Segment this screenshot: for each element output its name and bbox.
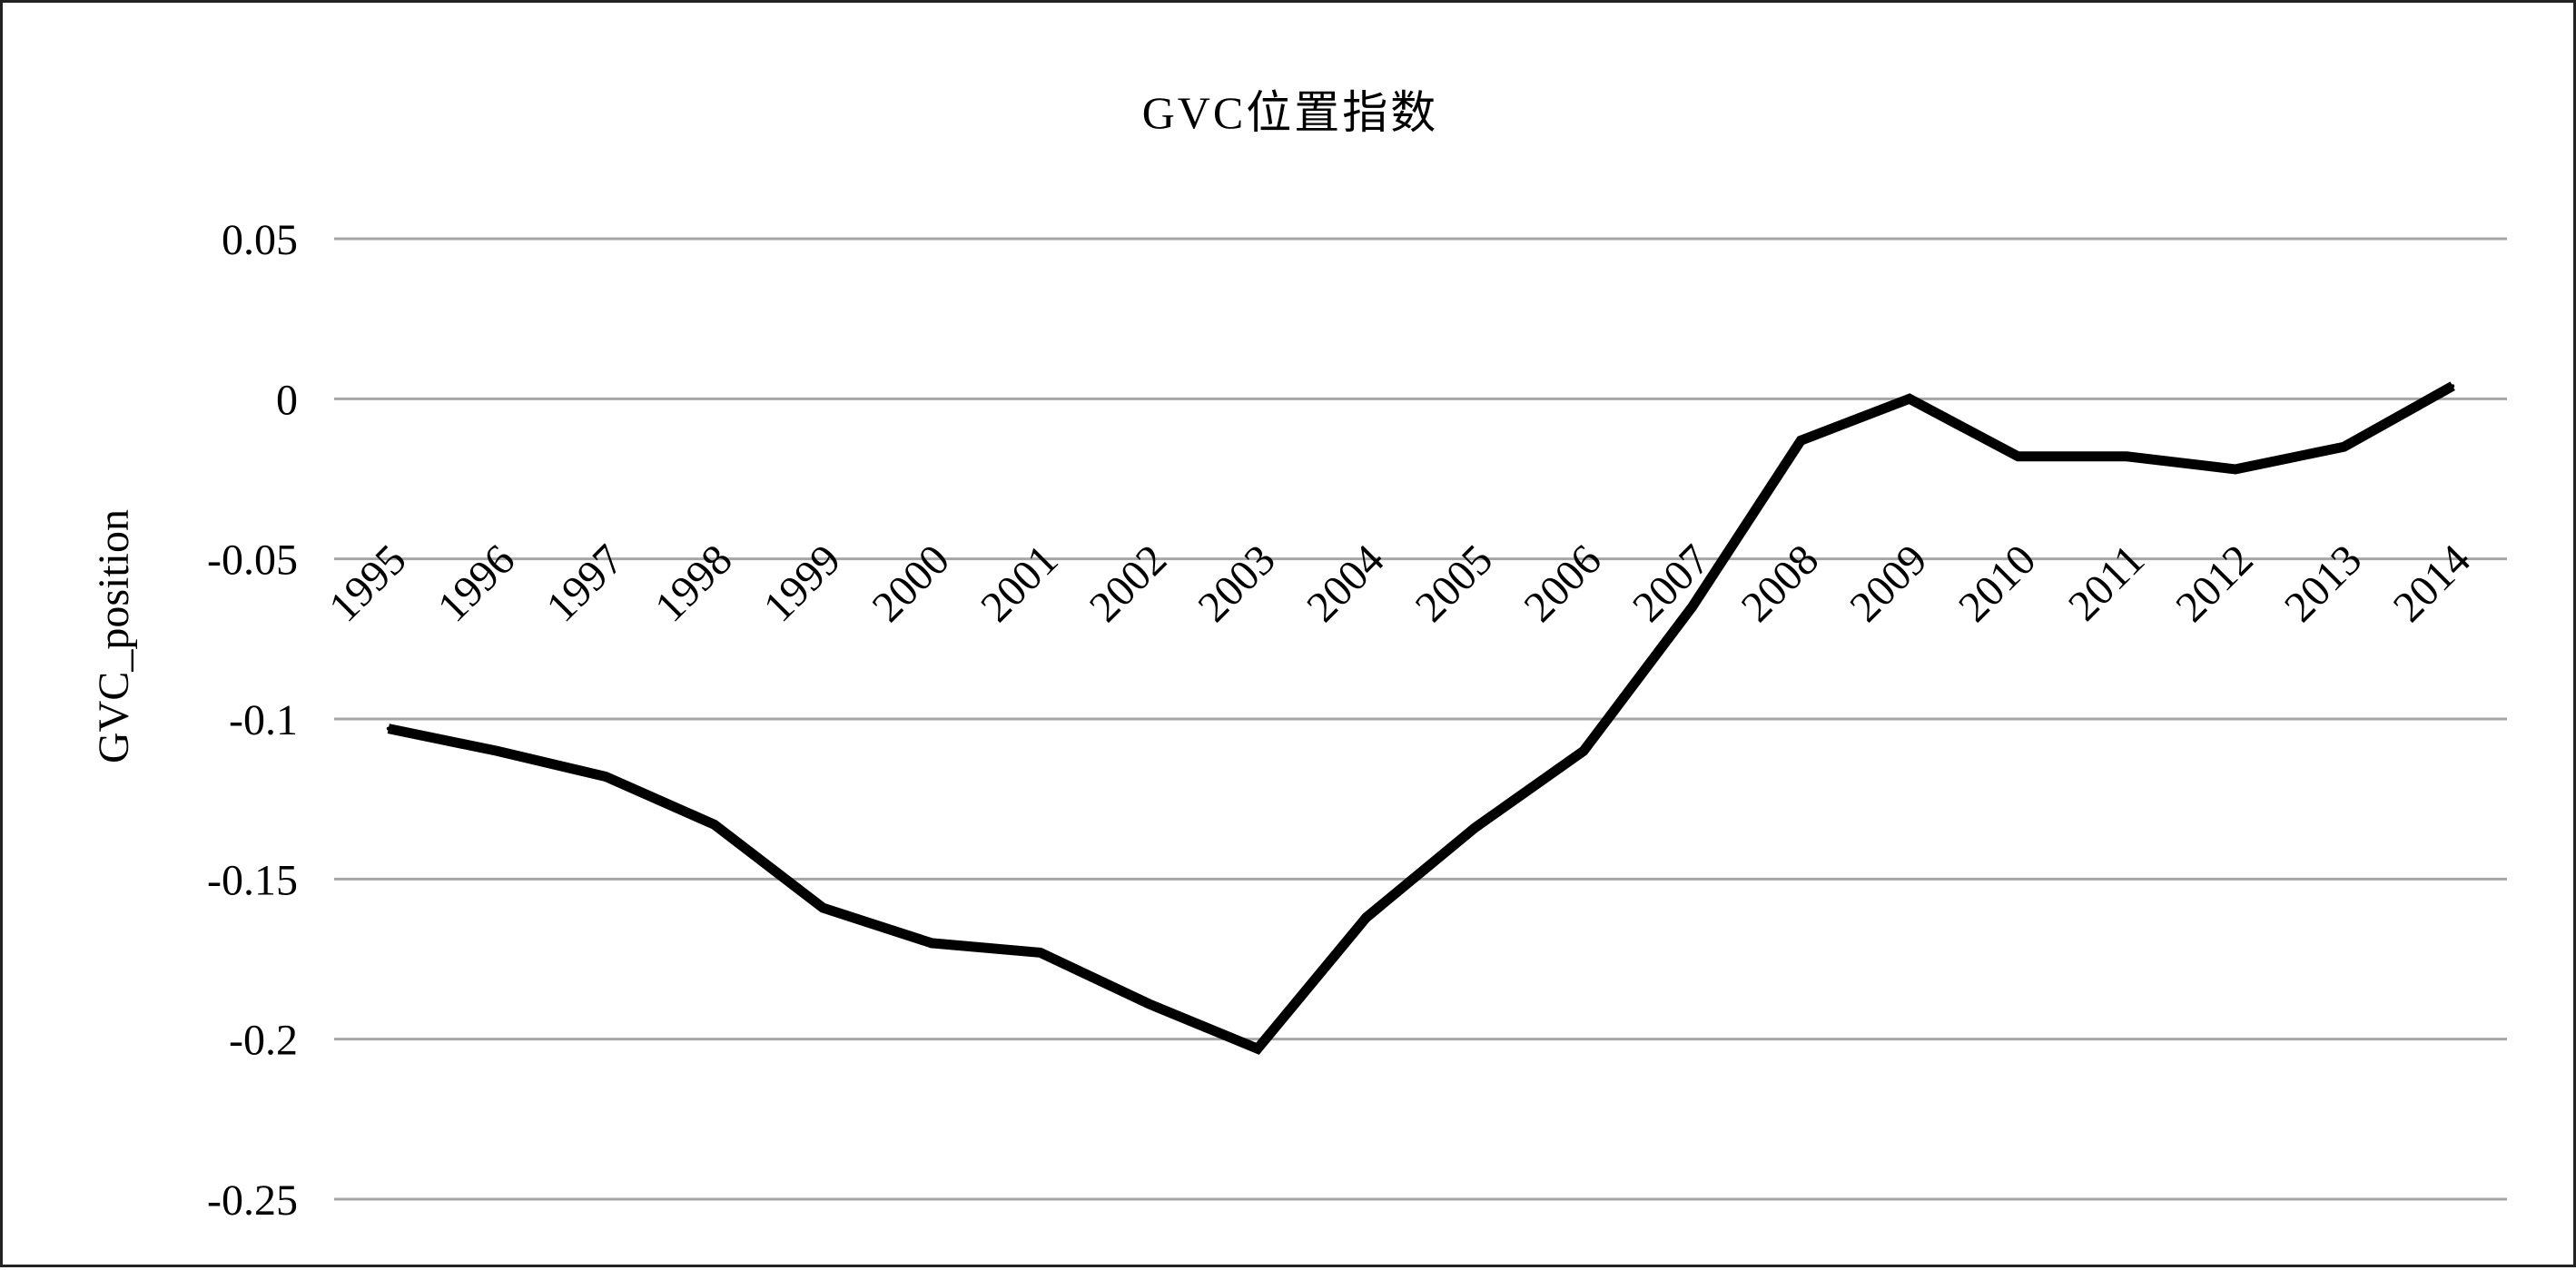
- y-tick-label: 0.05: [222, 216, 298, 264]
- y-tick-label: 0: [276, 376, 298, 424]
- x-tick-label: 2006: [1515, 536, 1610, 631]
- x-tick-label: 2000: [864, 536, 959, 631]
- x-tick-label: 2010: [1949, 536, 2045, 631]
- y-tick-label: -0.2: [229, 1017, 298, 1065]
- y-tick-label: -0.05: [207, 537, 298, 585]
- x-tick-label: 2005: [1406, 536, 1502, 631]
- data-point: [1799, 438, 1803, 443]
- y-axis-label: GVC_position: [90, 509, 138, 763]
- data-point: [1473, 825, 1477, 830]
- series-line: [387, 381, 2455, 1055]
- y-tick-label: -0.25: [207, 1176, 298, 1225]
- data-point: [2451, 384, 2455, 389]
- data-point: [821, 906, 825, 911]
- x-tick-label: 2007: [1624, 536, 1719, 631]
- data-point: [604, 774, 608, 779]
- x-tick-label: 2008: [1732, 536, 1828, 631]
- x-tick-label: 2004: [1298, 536, 1393, 631]
- data-point: [1907, 397, 1911, 401]
- x-tick-label: 1999: [755, 536, 850, 631]
- x-tick-label: 2011: [2059, 536, 2154, 630]
- x-tick-label: 1997: [538, 536, 633, 631]
- data-point: [1690, 605, 1694, 609]
- data-point: [930, 940, 934, 945]
- line-chart: GVC位置指数 GVC_position 0.05 0 -0.05 -0.1 -0.15…: [90, 87, 2507, 1225]
- x-tick-label: 2013: [2275, 536, 2371, 631]
- y-tick-label: -0.1: [229, 696, 298, 744]
- x-tick-label: 2002: [1081, 536, 1176, 631]
- x-tick-label: 1996: [429, 536, 524, 631]
- chart-title: GVC位置指数: [1142, 87, 1439, 138]
- y-tick-label: -0.15: [207, 856, 298, 904]
- data-point: [2125, 454, 2129, 458]
- series-layer: [386, 381, 2455, 1055]
- data-point: [1038, 950, 1042, 955]
- x-tick-label: 2012: [2166, 536, 2262, 631]
- data-point: [2016, 454, 2020, 458]
- data-point: [495, 749, 499, 753]
- data-point: [1364, 915, 1368, 920]
- data-point: [1256, 1047, 1260, 1051]
- x-tick-label: 2001: [972, 536, 1067, 631]
- data-point: [712, 822, 716, 827]
- y-axis-ticks: 0.05 0 -0.05 -0.1 -0.15 -0.2 -0.25: [207, 216, 298, 1225]
- x-tick-label: 2014: [2384, 536, 2480, 631]
- data-point: [2342, 445, 2346, 449]
- x-axis-ticks: 1995 1996 1997 1998 1999 2000 2001 2002 2003 2004…: [320, 536, 2480, 631]
- x-tick-label: 1995: [320, 536, 415, 631]
- data-point: [1147, 1001, 1151, 1006]
- gridlines: [334, 237, 2507, 1201]
- x-tick-label: 2009: [1841, 536, 1936, 631]
- data-point: [2233, 467, 2237, 471]
- data-point: [386, 726, 390, 731]
- x-tick-label: 2003: [1189, 536, 1284, 631]
- x-tick-label: 1998: [646, 536, 741, 631]
- data-point: [1581, 749, 1585, 753]
